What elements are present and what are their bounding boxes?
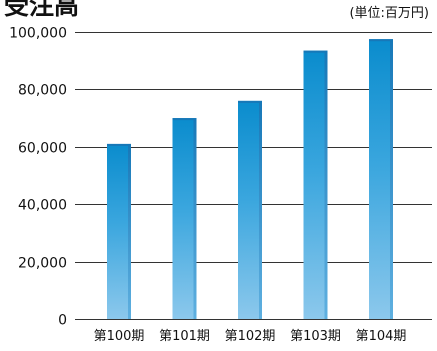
bar-front — [369, 39, 390, 320]
y-tick-label: 0 — [58, 313, 67, 329]
bar-top — [238, 100, 262, 103]
x-tick-label: 第100期 — [94, 329, 145, 344]
bar-side — [390, 39, 393, 320]
bar — [172, 118, 197, 319]
bar-top — [369, 39, 393, 42]
bar-side — [128, 143, 131, 319]
bar — [369, 39, 393, 320]
y-axis-ticks: 0 20,000 40,000 60,000 80,000 100,000 — [9, 26, 67, 329]
bars — [107, 39, 393, 320]
bar-side — [193, 118, 197, 319]
bar-side — [259, 100, 262, 319]
y-tick-label: 40,000 — [18, 198, 67, 214]
bar-top — [107, 143, 131, 146]
bar-front — [238, 100, 259, 319]
y-tick-label: 60,000 — [18, 141, 67, 157]
unit-label: (単位:百万円) — [349, 5, 429, 21]
y-tick-label: 20,000 — [18, 256, 67, 272]
x-tick-label: 第103期 — [290, 329, 341, 344]
y-tick-label: 80,000 — [18, 83, 67, 99]
bar — [303, 50, 328, 319]
x-tick-label: 第102期 — [225, 329, 276, 344]
bar-top — [172, 118, 197, 121]
x-tick-label: 第101期 — [159, 329, 210, 344]
bar-front — [107, 143, 128, 319]
bar-front — [303, 50, 325, 319]
bar-front — [172, 118, 194, 319]
x-axis-labels: 第100期 第101期 第102期 第103期 第104期 — [94, 329, 407, 344]
bar-side — [324, 50, 328, 319]
x-tick-label: 第104期 — [356, 329, 407, 344]
bar — [238, 100, 262, 319]
bar — [107, 143, 131, 319]
chart-title: 受注高 — [4, 0, 79, 20]
y-tick-label: 100,000 — [9, 26, 67, 42]
bar-top — [303, 50, 328, 53]
